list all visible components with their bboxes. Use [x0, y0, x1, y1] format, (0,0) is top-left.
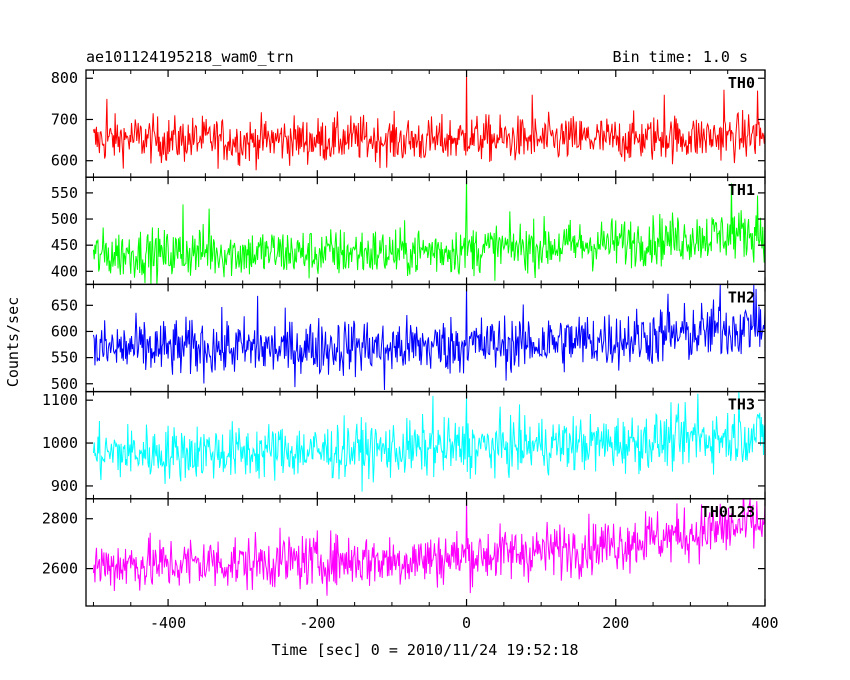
bin-time-label: Bin time: 1.0 s [613, 48, 748, 66]
panel-th0123: 2600 2800 TH0123 [42, 498, 766, 607]
y-tick-label: 900 [51, 477, 78, 495]
panel-th0: 600 700 800 TH0 [51, 69, 766, 178]
panel-label: TH0 [728, 74, 755, 92]
panel-th1: 400 450 500 550 TH1 [51, 176, 766, 286]
panel-th3: 900 1000 1100 TH3 [42, 390, 766, 500]
y-tick-label: 600 [51, 152, 78, 170]
panel-label: TH0123 [701, 503, 755, 521]
x-tick-label: 0 [462, 614, 471, 632]
y-tick-label: 600 [51, 322, 78, 340]
y-tick-label: 550 [51, 349, 78, 367]
y-tick-label: 450 [51, 236, 78, 254]
y-tick-label: 1100 [42, 391, 78, 409]
y-tick-label: 650 [51, 296, 78, 314]
y-axis-label: Counts/sec [4, 297, 22, 387]
y-tick-label: 2600 [42, 560, 78, 578]
x-tick-label: -400 [150, 614, 186, 632]
y-tick-label: 1000 [42, 434, 78, 452]
panel-label: TH2 [728, 288, 755, 306]
y-tick-label: 500 [51, 210, 78, 228]
panel-label: TH1 [728, 181, 755, 199]
series-line-th3 [92, 391, 765, 492]
panel-frame [85, 498, 766, 607]
panels: 600 700 800 TH0 400 450 500 550 TH1 500 550 600 650 T… [42, 69, 779, 632]
series-line-th0123 [92, 498, 765, 596]
y-tick-label: 800 [51, 69, 78, 87]
y-tick-label: 700 [51, 110, 78, 128]
panel-th2: 500 550 600 650 TH2 [51, 283, 766, 393]
y-tick-label: 2800 [42, 510, 78, 528]
series-line-th2 [92, 284, 765, 391]
y-tick-label: 550 [51, 184, 78, 202]
x-axis-label: Time [sec] 0 = 2010/11/24 19:52:18 [271, 641, 578, 659]
y-tick-label: 400 [51, 262, 78, 280]
chart-title: ae101124195218_wam0_trn [86, 48, 294, 66]
x-tick-label: -200 [299, 614, 335, 632]
x-tick-label: 200 [602, 614, 629, 632]
series-line-th0 [92, 70, 765, 171]
y-tick-label: 500 [51, 375, 78, 393]
x-tick-label: 400 [751, 614, 778, 632]
panel-label: TH3 [728, 396, 755, 414]
panel-frame [85, 69, 766, 178]
series-line-th1 [92, 177, 765, 285]
